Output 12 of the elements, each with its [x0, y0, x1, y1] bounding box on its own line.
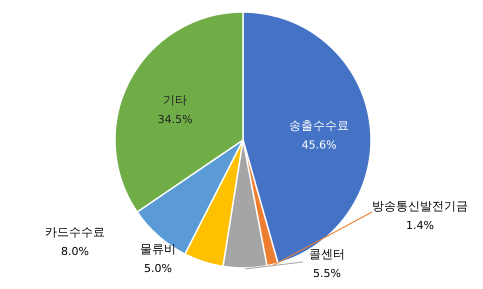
data-label: 45.6% [302, 138, 337, 152]
slice-label: 송출수수료 [289, 118, 350, 132]
slice-label: 카드수수료 [45, 225, 105, 239]
slice-label: 콜센터 [309, 247, 345, 261]
data-label: 5.0% [144, 262, 172, 275]
slice-label: 방송통신발전기금 [372, 199, 468, 213]
slice-label: 기타 [163, 93, 188, 108]
data-label: 5.5% [313, 267, 341, 280]
data-label: 1.4% [406, 219, 434, 232]
slice-label: 물류비 [140, 242, 176, 256]
data-label: 8.0% [61, 245, 89, 258]
data-label: 34.5% [158, 113, 193, 126]
